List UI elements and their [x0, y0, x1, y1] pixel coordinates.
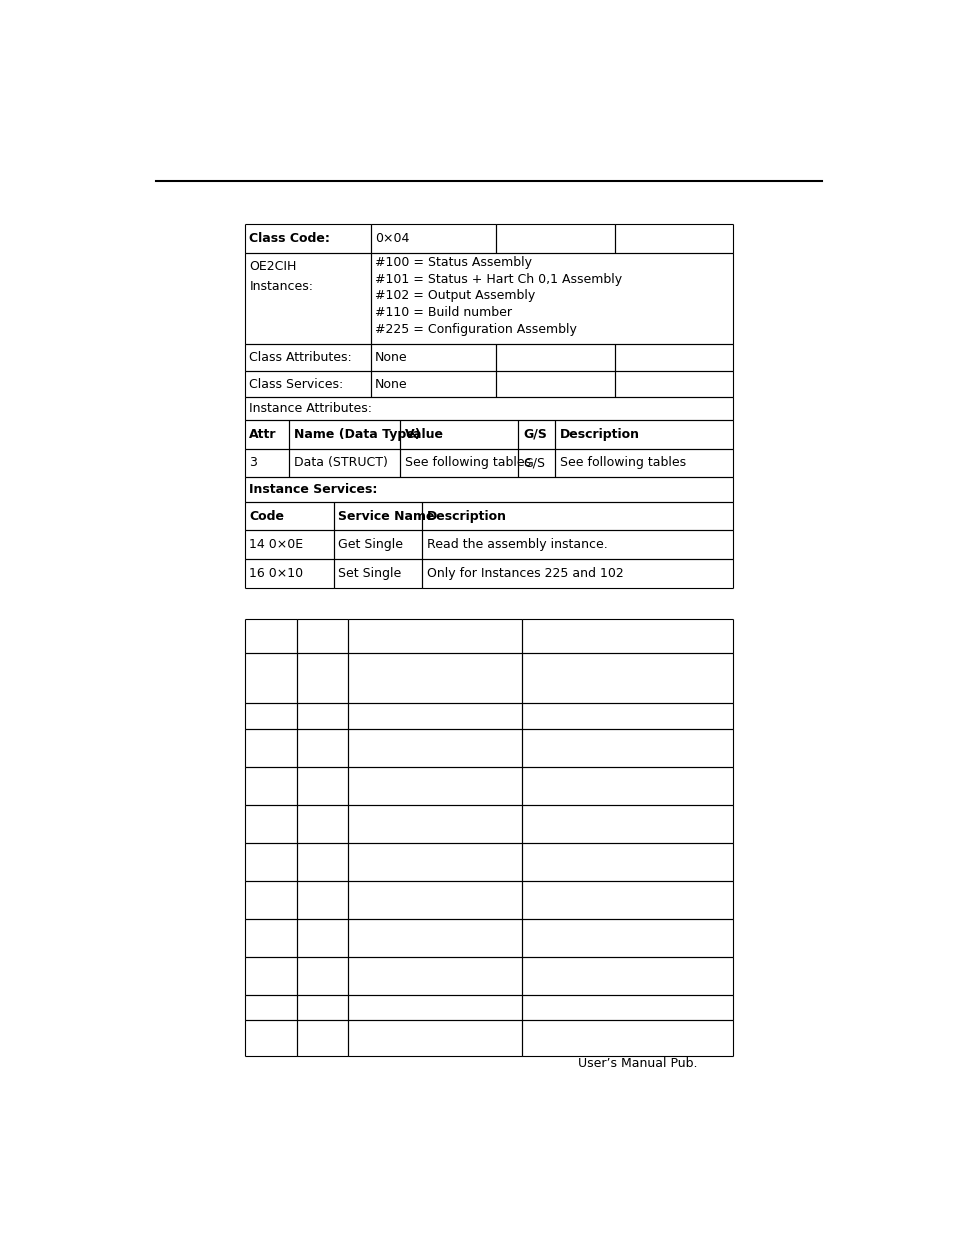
Text: Class Code:: Class Code:	[249, 232, 330, 245]
Text: Description: Description	[426, 510, 506, 522]
Text: 16 0×10: 16 0×10	[249, 567, 303, 579]
Text: #225 = Configuration Assembly: #225 = Configuration Assembly	[375, 322, 577, 336]
Text: 3: 3	[249, 457, 257, 469]
Text: 0×04: 0×04	[375, 232, 409, 245]
Text: 14 0×0E: 14 0×0E	[249, 538, 303, 551]
Text: #101 = Status + Hart Ch 0,1 Assembly: #101 = Status + Hart Ch 0,1 Assembly	[375, 273, 621, 285]
Text: Data (STRUCT): Data (STRUCT)	[294, 457, 387, 469]
Text: G/S: G/S	[522, 457, 544, 469]
Text: Value: Value	[404, 429, 443, 441]
Text: Instance Attributes:: Instance Attributes:	[249, 403, 372, 415]
Text: None: None	[375, 378, 407, 390]
Text: G/S: G/S	[522, 429, 546, 441]
Text: Service Name: Service Name	[337, 510, 435, 522]
Text: #100 = Status Assembly: #100 = Status Assembly	[375, 257, 532, 269]
Text: None: None	[375, 351, 407, 364]
Text: Instances:: Instances:	[249, 280, 313, 293]
Text: Attr: Attr	[249, 429, 276, 441]
Text: See following tables: See following tables	[404, 457, 530, 469]
Text: OE2CIH: OE2CIH	[249, 261, 296, 273]
Text: User’s Manual Pub.: User’s Manual Pub.	[577, 1056, 697, 1070]
Text: Read the assembly instance.: Read the assembly instance.	[426, 538, 607, 551]
Text: Get Single: Get Single	[337, 538, 403, 551]
Text: Only for Instances 225 and 102: Only for Instances 225 and 102	[426, 567, 623, 579]
Text: Class Attributes:: Class Attributes:	[249, 351, 352, 364]
Text: Instance Services:: Instance Services:	[249, 483, 377, 496]
Text: Class Services:: Class Services:	[249, 378, 343, 390]
Text: Name (Data Type): Name (Data Type)	[294, 429, 420, 441]
Text: #102 = Output Assembly: #102 = Output Assembly	[375, 289, 535, 303]
Text: Description: Description	[559, 429, 639, 441]
Text: Code: Code	[249, 510, 284, 522]
Text: See following tables: See following tables	[559, 457, 685, 469]
Text: #110 = Build number: #110 = Build number	[375, 306, 512, 319]
Text: Set Single: Set Single	[337, 567, 401, 579]
